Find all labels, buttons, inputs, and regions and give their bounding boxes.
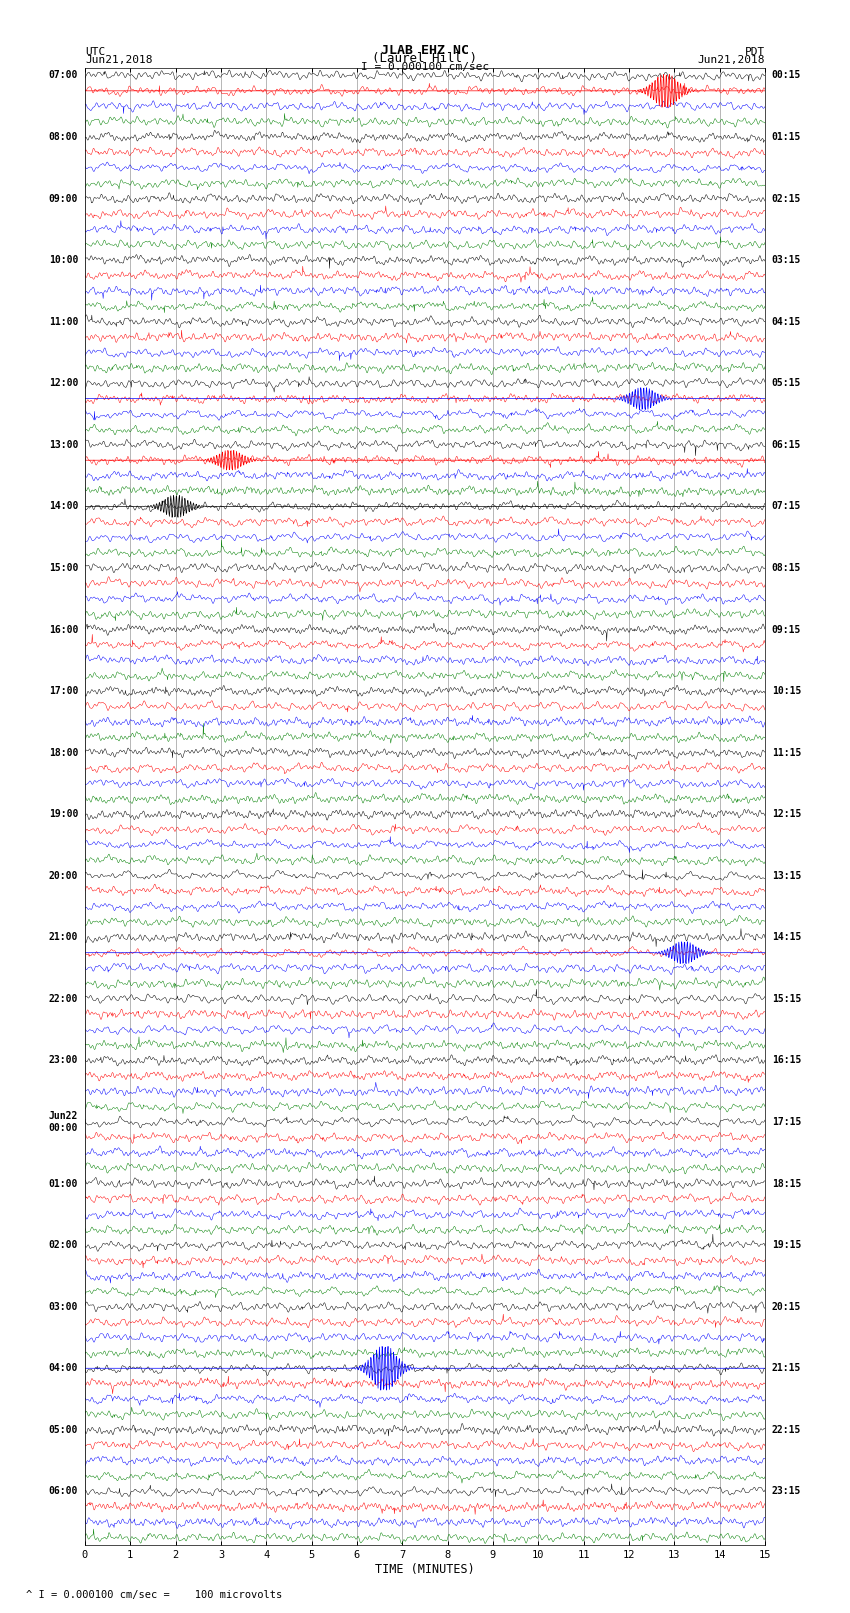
Text: 12:15: 12:15 (772, 810, 802, 819)
Text: 09:00: 09:00 (48, 194, 78, 203)
Text: 06:15: 06:15 (772, 440, 802, 450)
Text: 10:15: 10:15 (772, 686, 802, 697)
Text: 11:15: 11:15 (772, 748, 802, 758)
Text: 22:00: 22:00 (48, 994, 78, 1003)
Text: 10:00: 10:00 (48, 255, 78, 265)
Text: UTC: UTC (85, 47, 105, 58)
Text: I = 0.000100 cm/sec: I = 0.000100 cm/sec (361, 61, 489, 71)
Text: 07:00: 07:00 (48, 71, 78, 81)
Text: 22:15: 22:15 (772, 1424, 802, 1436)
Text: 18:00: 18:00 (48, 748, 78, 758)
Text: 20:15: 20:15 (772, 1302, 802, 1311)
Text: 07:15: 07:15 (772, 502, 802, 511)
Text: Jun22
00:00: Jun22 00:00 (48, 1111, 78, 1132)
Text: (Laurel Hill ): (Laurel Hill ) (372, 52, 478, 65)
Text: 14:15: 14:15 (772, 932, 802, 942)
Text: 18:15: 18:15 (772, 1179, 802, 1189)
Text: 08:15: 08:15 (772, 563, 802, 573)
Text: Jun21,2018: Jun21,2018 (698, 55, 765, 65)
Text: Jun21,2018: Jun21,2018 (85, 55, 152, 65)
Text: 03:15: 03:15 (772, 255, 802, 265)
Text: 16:00: 16:00 (48, 624, 78, 634)
Text: 19:15: 19:15 (772, 1240, 802, 1250)
Text: 14:00: 14:00 (48, 502, 78, 511)
Text: 15:15: 15:15 (772, 994, 802, 1003)
Text: 17:15: 17:15 (772, 1118, 802, 1127)
Text: 04:15: 04:15 (772, 316, 802, 327)
Text: 05:15: 05:15 (772, 379, 802, 389)
Text: 05:00: 05:00 (48, 1424, 78, 1436)
Text: 21:15: 21:15 (772, 1363, 802, 1373)
Text: 13:15: 13:15 (772, 871, 802, 881)
Text: 01:00: 01:00 (48, 1179, 78, 1189)
Text: 09:15: 09:15 (772, 624, 802, 634)
Text: 23:00: 23:00 (48, 1055, 78, 1066)
Text: 13:00: 13:00 (48, 440, 78, 450)
Text: ^ I = 0.000100 cm/sec =    100 microvolts: ^ I = 0.000100 cm/sec = 100 microvolts (26, 1590, 281, 1600)
X-axis label: TIME (MINUTES): TIME (MINUTES) (375, 1563, 475, 1576)
Text: 12:00: 12:00 (48, 379, 78, 389)
Text: 02:00: 02:00 (48, 1240, 78, 1250)
Text: 23:15: 23:15 (772, 1487, 802, 1497)
Text: 00:15: 00:15 (772, 71, 802, 81)
Text: 01:15: 01:15 (772, 132, 802, 142)
Text: 19:00: 19:00 (48, 810, 78, 819)
Text: 08:00: 08:00 (48, 132, 78, 142)
Text: 02:15: 02:15 (772, 194, 802, 203)
Text: 20:00: 20:00 (48, 871, 78, 881)
Text: 17:00: 17:00 (48, 686, 78, 697)
Text: 03:00: 03:00 (48, 1302, 78, 1311)
Text: 06:00: 06:00 (48, 1487, 78, 1497)
Text: 21:00: 21:00 (48, 932, 78, 942)
Text: 15:00: 15:00 (48, 563, 78, 573)
Text: JLAB EHZ NC: JLAB EHZ NC (381, 44, 469, 58)
Text: 16:15: 16:15 (772, 1055, 802, 1066)
Text: PDT: PDT (745, 47, 765, 58)
Text: 04:00: 04:00 (48, 1363, 78, 1373)
Text: 11:00: 11:00 (48, 316, 78, 327)
